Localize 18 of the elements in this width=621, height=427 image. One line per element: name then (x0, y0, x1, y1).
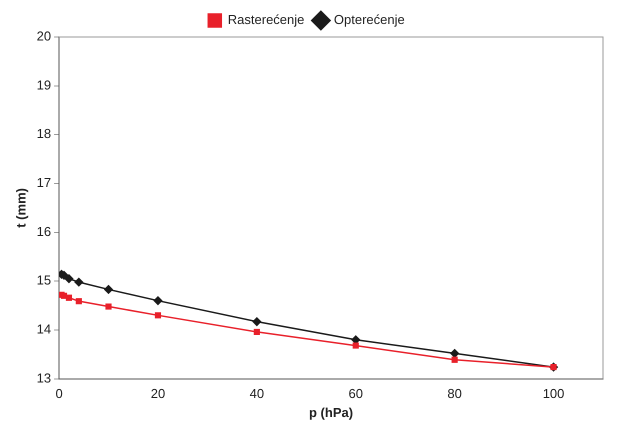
y-tick-label: 19 (36, 77, 52, 92)
legend-label: Opterećenje (334, 12, 405, 28)
y-tick-label: 15 (36, 272, 52, 288)
y-tick-label: 13 (36, 370, 52, 386)
x-tick-label: 60 (348, 386, 363, 402)
x-tick-label: 80 (447, 386, 462, 402)
y-tick-label: 20 (36, 28, 52, 44)
y-axis-title: t (mm) (13, 188, 28, 228)
x-tick-label: 100 (542, 386, 564, 402)
x-axis-title: p (hPa) (309, 404, 354, 420)
y-tick-label: 14 (36, 322, 52, 337)
x-tick-label: 0 (55, 386, 63, 402)
x-tick-label: 20 (150, 386, 166, 402)
y-tick-label: 16 (36, 224, 52, 239)
y-tick-label: 17 (36, 175, 52, 190)
legend-label: Rasterećenje (228, 12, 304, 28)
y-tick-label: 18 (36, 126, 52, 142)
x-tick-label: 40 (250, 386, 264, 402)
